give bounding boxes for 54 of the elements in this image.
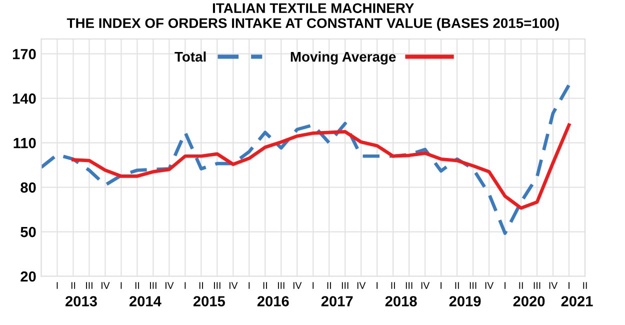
x-tick-label: IV xyxy=(357,282,366,289)
line-series xyxy=(41,83,571,235)
text: 2015 xyxy=(193,296,225,306)
x-tick-label: I xyxy=(376,282,378,289)
text: 2014 xyxy=(129,296,162,306)
x-tick-label: I xyxy=(248,282,250,289)
text: 2013 xyxy=(66,296,97,306)
chart-title: ITALIAN TEXTILE MACHINERY THE INDEX OF ORDERS INTAKE AT CONSTANT VALUE (BASES 2015=100) xyxy=(66,3,559,31)
x-tick-label: II xyxy=(327,282,331,289)
x-tick-label: IV xyxy=(102,282,110,289)
x-tick-label: III xyxy=(534,282,540,289)
y-tick-label: 170 xyxy=(12,48,36,60)
x-tick-label: II xyxy=(583,282,587,289)
x-tick-label: I xyxy=(184,282,186,289)
x-tick-label: I xyxy=(440,282,442,289)
x-tick-label: II xyxy=(519,282,523,289)
legend-label: Moving Average xyxy=(290,52,396,65)
x-tick-label: IV xyxy=(421,282,430,289)
x-tick-label: III xyxy=(86,282,92,289)
x-tick-label: IV xyxy=(165,282,174,289)
x-tick-label: II xyxy=(135,282,140,289)
x-tick-label: III xyxy=(150,282,156,289)
x-tick-label: I xyxy=(120,282,122,289)
text: 2018 xyxy=(385,296,417,306)
x-tick-label: II xyxy=(263,282,267,289)
y-tick-label: 140 xyxy=(12,93,36,104)
x-tick-label: II xyxy=(71,282,76,289)
x-tick-label: I xyxy=(56,282,58,289)
x-tick-label: III xyxy=(214,282,220,289)
y-tick-label: 110 xyxy=(14,138,36,148)
y-tick-label: 50 xyxy=(20,226,36,238)
x-tick-label: III xyxy=(278,282,284,289)
x-tick-label: IV xyxy=(229,282,238,289)
x-tick-label: IV xyxy=(549,282,558,289)
x-tick-label: IV xyxy=(485,282,494,289)
x-tick-label: I xyxy=(312,282,314,289)
text: 2019 xyxy=(449,296,481,306)
x-tick-label: III xyxy=(470,282,476,289)
x-tick-label: II xyxy=(199,282,203,289)
text: 2020 xyxy=(513,296,545,306)
y-tick-label: 20 xyxy=(20,271,36,282)
x-tick-label: II xyxy=(455,282,459,289)
text: 2021 xyxy=(561,296,593,306)
x-tick-label: I xyxy=(568,282,570,289)
line-series xyxy=(72,123,571,210)
legend-label: Total xyxy=(174,52,206,62)
x-tick-label: III xyxy=(342,282,348,289)
x-tick-label: IV xyxy=(293,282,302,289)
x-tick-label: II xyxy=(391,282,395,289)
text: 2016 xyxy=(257,296,289,306)
x-tick-label: I xyxy=(504,282,506,289)
y-tick-label: 80 xyxy=(20,182,36,193)
x-tick-label: III xyxy=(406,282,412,289)
text: 2017 xyxy=(321,296,353,306)
